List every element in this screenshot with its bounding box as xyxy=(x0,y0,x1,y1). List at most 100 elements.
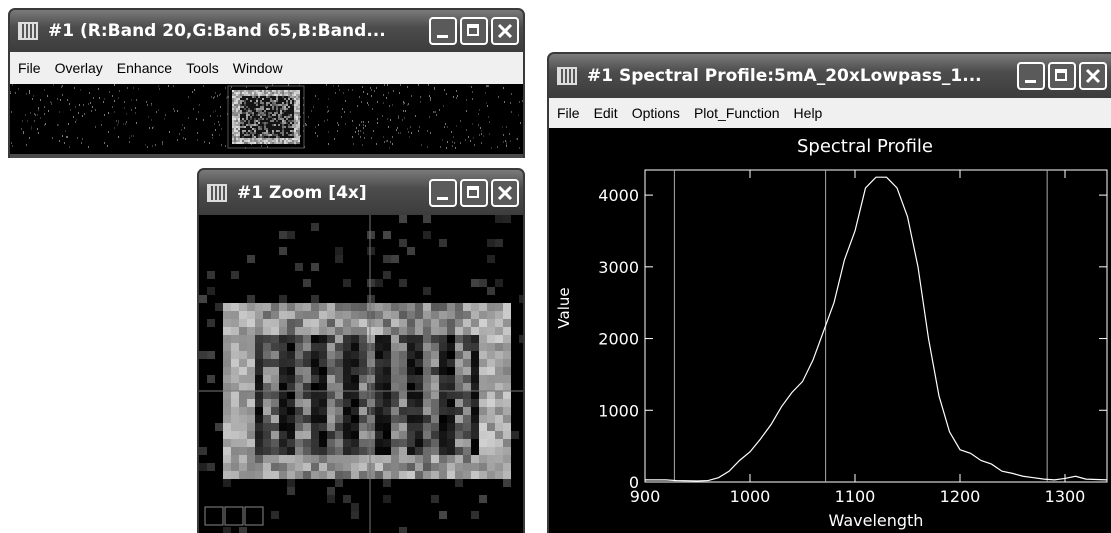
pixel xyxy=(296,94,298,96)
pixel xyxy=(284,94,286,96)
menu-item[interactable]: Overlay xyxy=(55,60,103,76)
pixel xyxy=(351,455,359,463)
pixel xyxy=(328,98,329,100)
menu-item[interactable]: Options xyxy=(632,105,680,121)
pixel xyxy=(239,431,247,439)
pixel xyxy=(383,431,391,439)
pixel xyxy=(471,511,479,519)
pixel xyxy=(270,132,272,134)
pixel xyxy=(457,95,458,97)
pixel xyxy=(271,415,279,423)
pixel xyxy=(271,327,279,335)
pixel xyxy=(272,116,274,118)
pixel xyxy=(234,98,236,100)
close-button[interactable] xyxy=(1079,62,1107,90)
close-button[interactable] xyxy=(491,17,519,45)
pixel xyxy=(138,88,139,90)
close-button[interactable] xyxy=(491,179,519,207)
pixel xyxy=(282,100,284,102)
menu-item[interactable]: Tools xyxy=(186,60,219,76)
pixel xyxy=(234,128,236,130)
pixel xyxy=(250,108,252,110)
pixel xyxy=(292,118,294,120)
pixel xyxy=(260,142,262,144)
pixel xyxy=(223,455,231,463)
pixel xyxy=(439,335,447,343)
pixel xyxy=(151,104,152,106)
menu-item[interactable]: Help xyxy=(794,105,823,121)
pixel xyxy=(38,107,39,109)
pixel xyxy=(444,126,445,128)
pixel xyxy=(145,144,146,146)
maximize-button[interactable] xyxy=(1048,62,1076,90)
pixel xyxy=(258,134,260,136)
pixel xyxy=(298,92,300,94)
maximize-button[interactable] xyxy=(460,17,488,45)
pixel xyxy=(255,399,263,407)
pixel xyxy=(298,116,300,118)
pixel xyxy=(246,126,248,128)
pixel xyxy=(279,423,287,431)
maximize-button[interactable] xyxy=(460,179,488,207)
x-tick-label: 1000 xyxy=(730,487,771,506)
pixel xyxy=(236,98,238,100)
pixel xyxy=(272,104,274,106)
pixel xyxy=(274,132,276,134)
pixel xyxy=(491,147,492,149)
pixel xyxy=(288,136,290,138)
pixel xyxy=(292,142,294,144)
pixel xyxy=(239,407,247,415)
pixel xyxy=(327,423,335,431)
pixel xyxy=(288,124,290,126)
pixel xyxy=(59,140,60,142)
pixel xyxy=(107,145,108,147)
pixel xyxy=(288,92,290,94)
pixel xyxy=(294,106,296,108)
x-tick-label: 1200 xyxy=(940,487,981,506)
pixel xyxy=(447,375,455,383)
pixel xyxy=(408,131,409,133)
menu-item[interactable]: Window xyxy=(233,60,283,76)
pixel xyxy=(335,247,343,255)
pixel xyxy=(390,141,391,143)
pixel xyxy=(292,98,294,100)
pixel xyxy=(262,112,264,114)
pixel xyxy=(439,359,447,367)
title-bar: #1 Zoom [4x] xyxy=(199,170,523,215)
pixel xyxy=(292,114,294,116)
pixel xyxy=(335,375,343,383)
pixel xyxy=(244,110,246,112)
pixel xyxy=(439,367,447,375)
pixel xyxy=(239,423,247,431)
pixel xyxy=(292,126,294,128)
pixel xyxy=(290,94,292,96)
pixel xyxy=(479,343,487,351)
pixel xyxy=(327,447,335,455)
pixel xyxy=(74,87,75,89)
pixel xyxy=(506,126,507,128)
menu-item[interactable]: File xyxy=(557,105,580,121)
pixel xyxy=(303,439,311,447)
minimize-button[interactable] xyxy=(1017,62,1045,90)
minimize-button[interactable] xyxy=(429,179,457,207)
pixel xyxy=(62,85,63,87)
minimize-button[interactable] xyxy=(429,17,457,45)
pixel xyxy=(246,136,248,138)
pixel xyxy=(298,114,300,116)
menu-item[interactable]: File xyxy=(18,60,41,76)
pixel xyxy=(109,91,110,93)
pixel xyxy=(271,359,279,367)
pixel xyxy=(264,142,266,144)
pixel xyxy=(248,126,250,128)
menu-item[interactable]: Enhance xyxy=(117,60,172,76)
pixel xyxy=(268,102,270,104)
menu-item[interactable]: Plot_Function xyxy=(694,105,780,121)
pixel xyxy=(351,327,359,335)
pixel xyxy=(367,447,375,455)
pixel xyxy=(427,146,428,148)
menu-item[interactable]: Edit xyxy=(594,105,618,121)
pixel xyxy=(263,415,271,423)
pixel xyxy=(319,351,327,359)
pixel xyxy=(455,359,463,367)
pixel xyxy=(232,140,234,142)
